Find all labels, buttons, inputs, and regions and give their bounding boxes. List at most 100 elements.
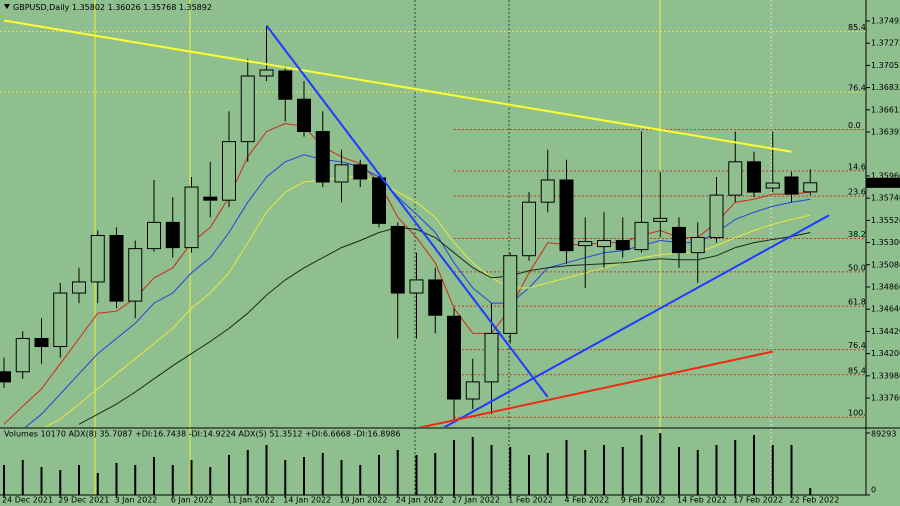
y2-tick-label: 89293 xyxy=(871,430,896,439)
price-tag xyxy=(866,177,900,188)
candle-body xyxy=(597,240,611,248)
volume-bars xyxy=(3,433,812,495)
symbol: GBPUSD,Daily xyxy=(13,3,70,12)
fib-label: 0.0 xyxy=(848,121,861,130)
volume-title: Volumes 10170 ADX(8) 35.7087 +DI:16.7438… xyxy=(4,430,401,439)
x-tick-label: 9 Feb 2022 xyxy=(621,496,666,505)
candles xyxy=(0,25,818,420)
candle-body xyxy=(465,381,480,400)
y-tick-label: 1.37275 xyxy=(871,39,900,48)
x-tick-label: 14 Feb 2022 xyxy=(677,496,727,505)
fib-label: 61.8 xyxy=(848,298,866,307)
x-tick-label: 4 Feb 2022 xyxy=(565,496,610,505)
header: GBPUSD,Daily 1.35802 1.36026 1.35768 1.3… xyxy=(13,3,212,12)
high: 1.36026 xyxy=(108,3,141,12)
candle-body xyxy=(578,241,593,247)
candle-body xyxy=(634,221,649,251)
x-tick-label: 14 Jan 2022 xyxy=(283,496,331,505)
x-tick-label: 19 Jan 2022 xyxy=(340,496,388,505)
x-tick-label: 3 Jan 2022 xyxy=(115,496,158,505)
candle-body xyxy=(165,221,180,249)
x-tick-label: 27 Jan 2022 xyxy=(452,496,500,505)
candle-body xyxy=(540,179,555,203)
candle-body xyxy=(447,315,461,400)
candle-body xyxy=(784,176,799,195)
candle-body xyxy=(90,235,105,283)
moving-average xyxy=(78,226,811,425)
fib-label: 76.4 xyxy=(848,341,866,350)
fib-label: 38.2 xyxy=(848,230,866,239)
y-tick-label: 1.35740 xyxy=(871,194,900,203)
y-tick-label: 1.33980 xyxy=(871,371,900,380)
y-tick-label: 1.37055 xyxy=(871,61,900,70)
candle-body xyxy=(503,255,518,334)
candle-body xyxy=(559,179,574,252)
x-tick-label: 22 Feb 2022 xyxy=(790,496,840,505)
y-tick-label: 1.34420 xyxy=(871,327,900,336)
fib-label: 100.0 xyxy=(848,409,871,418)
candle-body xyxy=(728,161,743,196)
trendline xyxy=(417,350,773,427)
candle-body xyxy=(372,177,386,224)
symbol-icon xyxy=(4,4,10,9)
y-tick-label: 1.35520 xyxy=(871,216,900,225)
y-tick-label: 1.36395 xyxy=(871,128,900,137)
candle-body xyxy=(222,141,236,201)
x-tick-label: 17 Feb 2022 xyxy=(733,496,783,505)
candle-body xyxy=(15,337,30,373)
x-tick-label: 24 Jan 2022 xyxy=(396,496,444,505)
candle-body xyxy=(522,201,536,257)
candle-body xyxy=(128,248,143,302)
candle-body xyxy=(409,279,424,294)
trendline xyxy=(442,214,830,427)
candle-body xyxy=(653,217,668,222)
y-tick-label: 1.34860 xyxy=(871,282,900,291)
candle-body xyxy=(428,279,443,316)
fib-label: 85.4 xyxy=(848,366,866,375)
candle-body xyxy=(390,225,405,294)
y2-tick-label: 0 xyxy=(871,486,876,495)
y-tick-label: 1.36615 xyxy=(871,105,900,114)
candle-body xyxy=(184,186,199,249)
candle-body xyxy=(747,161,761,193)
candle-body xyxy=(709,194,724,239)
x-tick-label: 24 Dec 2021 xyxy=(2,496,53,505)
candle-body xyxy=(353,164,368,180)
candle-body xyxy=(53,292,68,348)
fib-label: 50.0 xyxy=(848,263,866,272)
candle-body xyxy=(72,281,86,294)
y-tick-label: 1.35080 xyxy=(871,260,900,269)
x-tick-label: 1 Feb 2022 xyxy=(508,496,553,505)
y-tick-label: 1.34200 xyxy=(871,349,900,358)
x-tick-label: 11 Jan 2022 xyxy=(227,496,275,505)
y-tick-label: 1.37495 xyxy=(871,16,900,25)
candle-body xyxy=(690,237,705,254)
trendline xyxy=(265,24,549,398)
fib-label: 85.4 xyxy=(848,23,866,32)
candle-body xyxy=(315,131,330,183)
candle-body xyxy=(240,75,255,143)
candle-body xyxy=(765,182,780,189)
candle-body xyxy=(0,371,11,383)
candle-body xyxy=(109,235,124,302)
candle-body xyxy=(297,98,311,133)
trendlines xyxy=(3,19,830,427)
y-tick-label: 1.35300 xyxy=(871,238,900,247)
close: 1.35892 xyxy=(179,3,212,12)
candle-body xyxy=(334,164,349,183)
fib-label: 23.6 xyxy=(848,188,866,197)
candle-body xyxy=(34,337,49,348)
low: 1.35768 xyxy=(143,3,176,12)
price-tag-label: 1.35892 xyxy=(868,178,900,187)
y-tick-label: 1.35960 xyxy=(871,171,900,180)
y-tick-label: 1.34640 xyxy=(871,305,900,314)
candle-body xyxy=(672,226,686,254)
fib-label: 14.6 xyxy=(848,162,866,171)
candle-body xyxy=(259,69,274,77)
candle-body xyxy=(203,196,218,201)
trendline xyxy=(3,19,792,153)
y-tick-label: 1.36835 xyxy=(871,83,900,92)
